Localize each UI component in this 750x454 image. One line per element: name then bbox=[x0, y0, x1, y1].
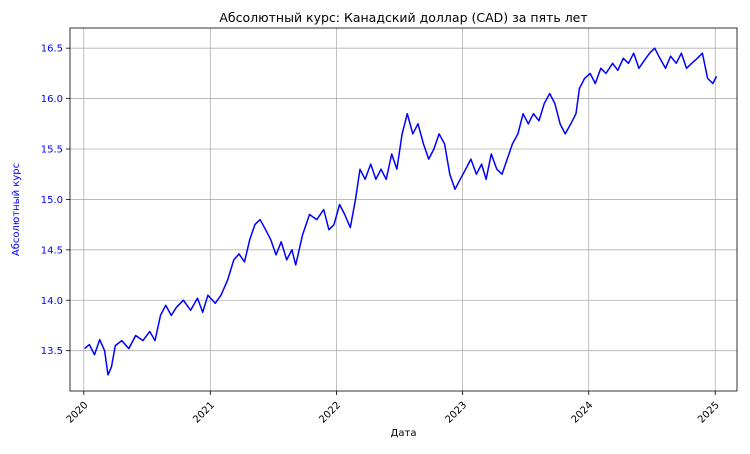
x-tick-label: 2020 bbox=[65, 400, 91, 426]
y-tick-label: 14.5 bbox=[41, 245, 63, 256]
x-tick-label: 2025 bbox=[696, 400, 722, 426]
y-tick-label: 15.5 bbox=[41, 145, 63, 156]
y-tick-label: 14.0 bbox=[41, 296, 63, 307]
series-line bbox=[84, 47, 718, 376]
x-tick-label: 2022 bbox=[317, 400, 343, 426]
y-tick-label: 16.0 bbox=[41, 94, 63, 105]
y-tick-label: 16.5 bbox=[41, 44, 63, 55]
x-tick-label: 2024 bbox=[570, 400, 596, 426]
axes-frame bbox=[69, 27, 738, 392]
y-tick-label: 13.5 bbox=[41, 346, 63, 357]
chart-title: Абсолютный курс: Канадский доллар (CAD) … bbox=[219, 10, 587, 25]
x-tick-label: 2023 bbox=[443, 400, 469, 426]
tick-layer: 2020 2021 2022 2023 2024 2025 13.5 14.0 14.5 15.0… bbox=[41, 44, 722, 426]
x-axis-label: Дата bbox=[391, 428, 417, 439]
y-tick-label: 15.0 bbox=[41, 195, 63, 206]
y-axis-label: Абсолютный курс bbox=[11, 163, 22, 256]
grid-layer bbox=[70, 28, 737, 391]
x-tick-label: 2021 bbox=[191, 400, 217, 426]
